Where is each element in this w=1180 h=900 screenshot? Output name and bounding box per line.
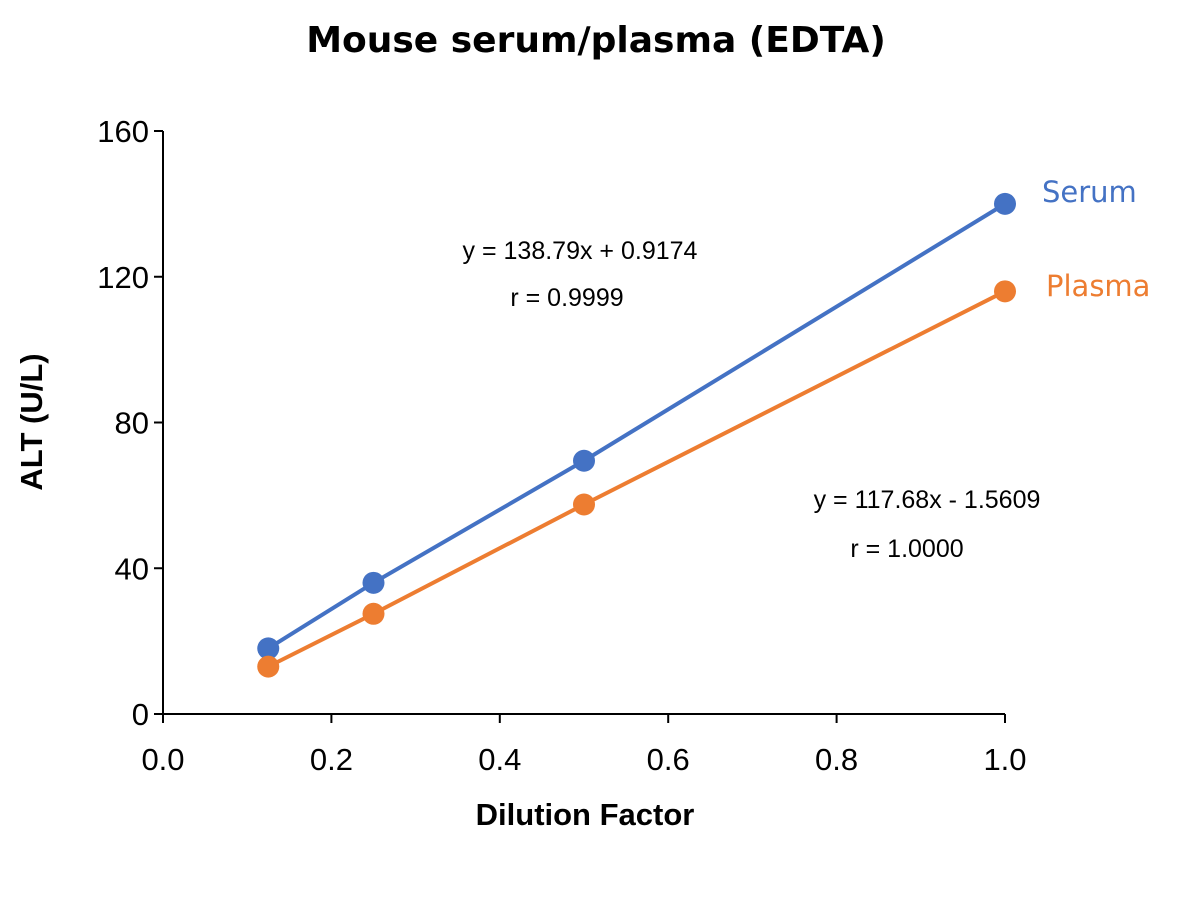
- plasma-point: [573, 493, 595, 516]
- plasma-series-label: Plasma: [1046, 269, 1150, 303]
- x-axis-title: Dilution Factor: [476, 797, 695, 832]
- serum-point: [362, 571, 385, 594]
- chart-title: Mouse serum/plasma (EDTA): [306, 20, 886, 61]
- serum-point: [257, 637, 280, 660]
- y-tick-label: 160: [97, 114, 149, 149]
- x-tick-label: 0.8: [815, 742, 858, 777]
- y-tick-label: 0: [132, 697, 149, 732]
- x-tick-label: 0.6: [647, 742, 690, 777]
- x-tick-label: 0.4: [478, 742, 521, 777]
- x-ticks: 0.0 0.2 0.4 0.6 0.8 1.0: [141, 714, 1027, 777]
- y-tick-label: 120: [97, 260, 149, 295]
- plasma-point: [257, 655, 280, 678]
- y-ticks: 0 40 80 120 160: [97, 114, 163, 732]
- plasma-point: [994, 280, 1016, 303]
- series-layer: [257, 192, 1016, 678]
- x-tick-label: 1.0: [983, 742, 1026, 777]
- plasma-equation: y = 117.68x - 1.5609: [814, 486, 1041, 514]
- axes: [162, 131, 1005, 715]
- serum-series-label: Serum: [1042, 175, 1137, 209]
- y-tick-label: 40: [115, 551, 149, 586]
- serum-r-value: r = 0.9999: [510, 284, 623, 312]
- serum-point: [994, 192, 1016, 215]
- serum-point: [573, 449, 595, 472]
- serum-line: [267, 202, 1007, 651]
- x-tick-label: 0.2: [310, 742, 353, 777]
- plasma-r-value: r = 1.0000: [850, 535, 963, 563]
- plasma-line: [267, 289, 1006, 669]
- plasma-point: [362, 602, 385, 625]
- y-axis-title: ALT (U/L): [14, 353, 49, 490]
- serum-equation: y = 138.79x + 0.9174: [463, 237, 698, 265]
- x-tick-label: 0.0: [141, 742, 184, 777]
- y-tick-label: 80: [115, 406, 149, 441]
